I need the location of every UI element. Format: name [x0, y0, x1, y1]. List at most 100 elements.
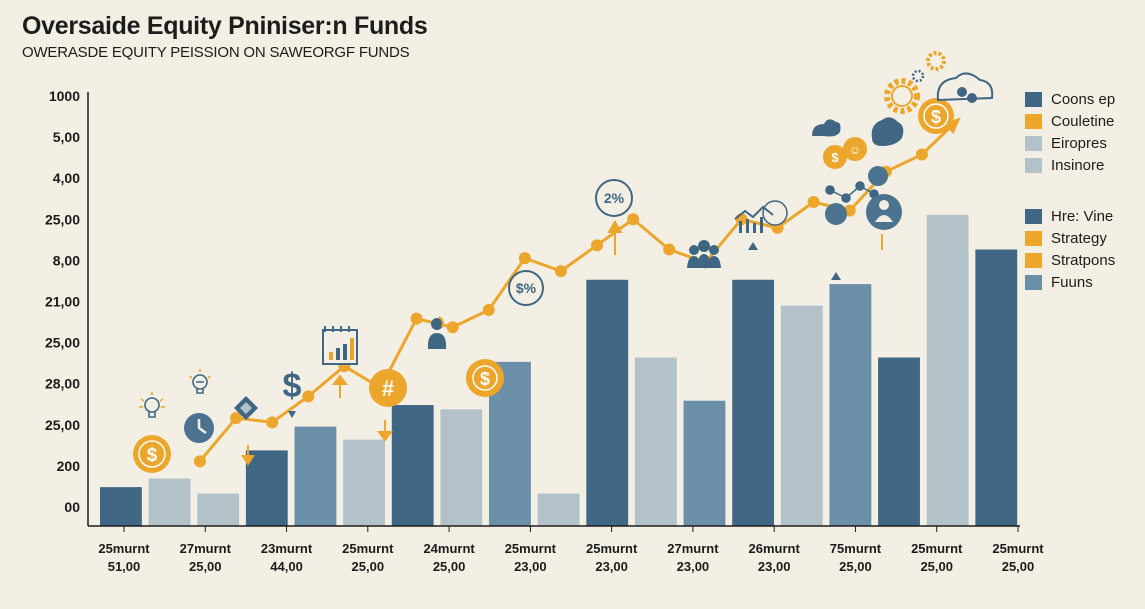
- legend-item: Coons ep: [1025, 88, 1115, 110]
- svg-text:2%: 2%: [604, 190, 625, 206]
- legend-label: Hre: Vine: [1051, 207, 1114, 225]
- svg-text:$: $: [283, 367, 302, 405]
- legend-item: Hre: Vine: [1025, 205, 1115, 227]
- legend-swatch: [1025, 135, 1042, 151]
- y-tick-label: 25,00: [45, 211, 80, 227]
- y-axis-ticks: 1000 5,00 4,00 25,00 8,00 21,00 25,00 28,00 25,0…: [45, 88, 80, 515]
- network-icon: [825, 181, 879, 203]
- x-tick-value: 25,00: [920, 559, 953, 574]
- line-point: [302, 390, 315, 403]
- bar-chart-icon: [322, 326, 358, 365]
- gear-icon: [884, 51, 946, 114]
- legend-item: Strategy: [1025, 227, 1115, 249]
- svg-text:$: $: [147, 445, 158, 466]
- clock-icon: [184, 413, 214, 443]
- legend-label: Coons ep: [1051, 90, 1116, 108]
- x-tick-label: 25murnt: [342, 541, 394, 556]
- bar: [100, 487, 142, 526]
- line-point: [518, 252, 531, 265]
- y-tick-label: 28,00: [45, 376, 80, 392]
- bar: [829, 284, 872, 526]
- x-tick-label: 27murnt: [180, 541, 232, 556]
- bar: [975, 249, 1018, 526]
- x-tick-label: 25murnt: [98, 541, 150, 556]
- line-point: [554, 265, 567, 278]
- lightbulb-icon: [139, 392, 165, 418]
- x-tick-label: 27murnt: [667, 541, 719, 556]
- legend-item: Eiropres: [1025, 132, 1115, 154]
- y-tick-label: 21,00: [45, 294, 80, 310]
- dollar-sign-icon: $: [283, 367, 302, 418]
- x-tick-label: 25murnt: [992, 541, 1044, 556]
- people-icon: [427, 316, 447, 349]
- coin-icon: $: [918, 98, 954, 134]
- legend-swatch: [1025, 113, 1042, 129]
- line-point: [194, 455, 206, 468]
- bar: [440, 409, 483, 526]
- trend-chart-icon: [734, 200, 788, 233]
- x-tick-label: 25murnt: [586, 541, 638, 556]
- x-tick-label: 75murnt: [830, 541, 882, 556]
- legend-label: Eiropres: [1051, 134, 1107, 152]
- bar: [878, 357, 920, 526]
- x-tick-label: 25murnt: [911, 541, 963, 556]
- percent-badge-icon: 2%: [595, 179, 633, 217]
- x-tick-value: 23,00: [595, 559, 628, 574]
- legend-item: Couletine: [1025, 110, 1115, 132]
- x-tick-value: 23,00: [514, 559, 547, 574]
- bar-series: [100, 214, 1018, 526]
- line-point: [230, 412, 243, 424]
- x-tick-label: 24murnt: [423, 541, 475, 556]
- people-icon: [825, 166, 902, 230]
- coin-icon: $: [466, 359, 504, 397]
- bar: [780, 305, 823, 526]
- bar: [343, 439, 385, 526]
- legend-swatch: [1025, 157, 1042, 173]
- legend-item: Fuuns: [1025, 271, 1115, 293]
- svg-text:$: $: [480, 369, 490, 389]
- bar: [537, 493, 580, 526]
- x-tick-value: 23,00: [677, 559, 710, 574]
- line-point: [663, 243, 676, 256]
- line-point: [410, 312, 423, 325]
- trend-arrow-icon: [748, 242, 841, 280]
- x-tick-label: 26murnt: [749, 541, 801, 556]
- y-tick-label: 4,00: [53, 170, 80, 186]
- line-point: [482, 304, 495, 316]
- legend-item: Insinore: [1025, 154, 1115, 176]
- line-point: [446, 321, 459, 334]
- y-tick-label: 25,00: [45, 417, 80, 433]
- bar: [732, 279, 775, 526]
- legend-swatch: [1025, 91, 1042, 107]
- x-tick-value: 25,00: [433, 559, 466, 574]
- legend-swatch: [1025, 252, 1042, 268]
- y-tick-label: 200: [57, 458, 81, 474]
- line-arrowhead: [943, 117, 961, 134]
- percent-badge-icon: $%: [508, 270, 544, 306]
- x-tick-value: 44,00: [270, 559, 303, 574]
- x-tick-label: 23murnt: [261, 541, 313, 556]
- svg-text:$: $: [931, 107, 941, 127]
- bar: [683, 400, 726, 526]
- bar: [391, 405, 434, 526]
- svg-text:$: $: [831, 150, 839, 165]
- x-axis-ticks: 25murnt 51,00 27murnt 25,00 23murnt 44,00 25mu…: [98, 526, 1044, 574]
- x-tick-value: 25,00: [352, 559, 385, 574]
- cloud-icon: [812, 117, 904, 146]
- line-point: [807, 196, 820, 208]
- line-point: [266, 416, 279, 429]
- legend-swatch: [1025, 208, 1042, 224]
- x-tick-value: 25,00: [189, 559, 222, 574]
- legend-label: Stratpons: [1051, 251, 1116, 269]
- bar: [245, 450, 288, 526]
- svg-text:☺: ☺: [849, 143, 861, 157]
- svg-text:#: #: [382, 376, 394, 401]
- x-tick-value: 51,00: [108, 559, 141, 574]
- line-point: [591, 239, 604, 252]
- legend-swatch: [1025, 274, 1042, 290]
- y-tick-label: 1000: [49, 88, 80, 104]
- bar: [634, 357, 677, 526]
- y-tick-label: 25,00: [45, 335, 80, 351]
- y-tick-label: 00: [64, 499, 80, 515]
